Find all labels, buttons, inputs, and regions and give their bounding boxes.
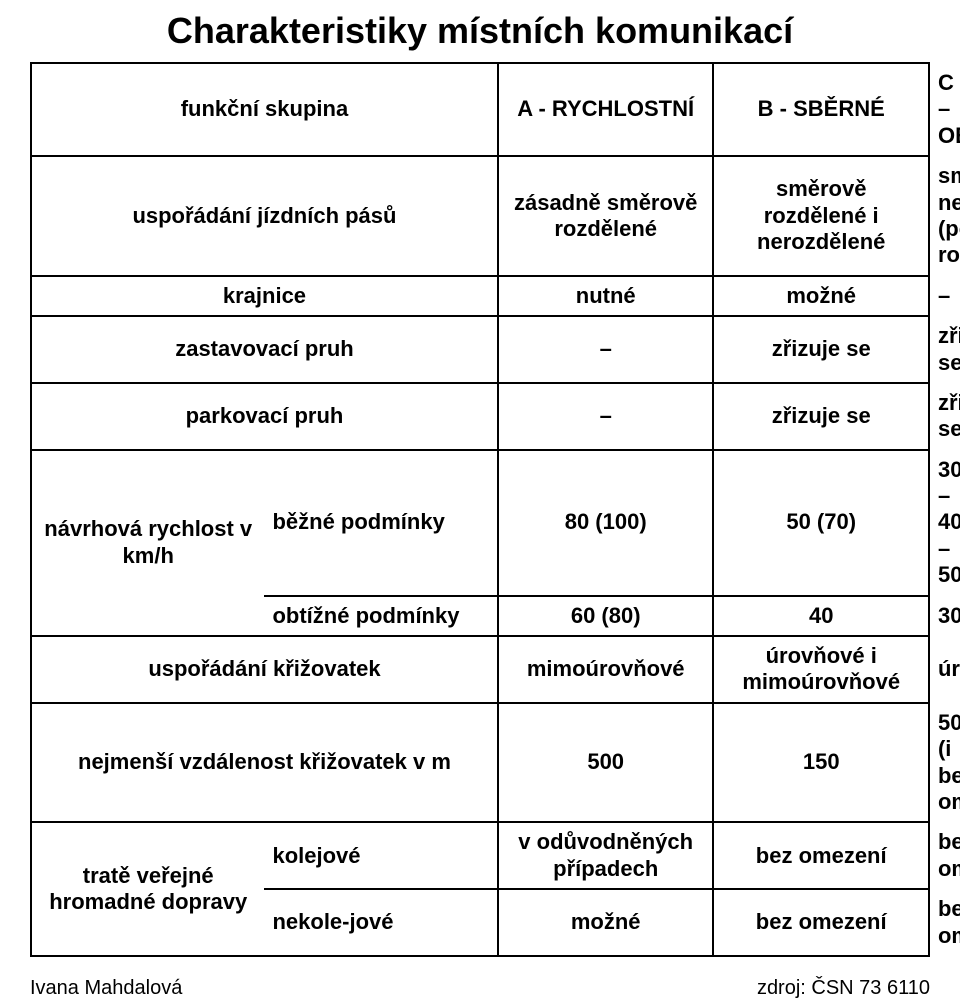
page-title: Charakteristiky místních komunikací [30,10,930,52]
row-stopping-label: zastavovací pruh [31,316,498,383]
row-lanes-a: zásadně směrově rozdělené [498,156,714,276]
row-transit-rail-label: kolejové [264,822,497,889]
row-stopping-b: zřizuje se [713,316,929,383]
row-designspeed-difficult-b: 40 [713,596,929,636]
table-row: krajnice nutné možné – [31,276,929,316]
table-header-row: funkční skupina A - RYCHLOSTNÍ B - SBĚRN… [31,63,929,156]
row-junctions-a: mimoúrovňové [498,636,714,703]
row-designspeed-difficult-a: 60 (80) [498,596,714,636]
row-transit-rail-a: v odůvodněných případech [498,822,714,889]
row-transit-nonrail-label: nekole-jové [264,889,497,956]
row-lanes-b: směrově rozdělené i nerozdělené [713,156,929,276]
row-parking-b: zřizuje se [713,383,929,450]
table-row: zastavovací pruh – zřizuje se zřizuje se [31,316,929,383]
footer-source: zdroj: ČSN 73 6110 [757,977,930,1000]
header-c2: A - RYCHLOSTNÍ [498,63,714,156]
table-row: uspořádání jízdních pásů zásadně směrově… [31,156,929,276]
row-junctions-b: úrovňové i mimoúrovňové [713,636,929,703]
row-transit-rail-b: bez omezení [713,822,929,889]
row-parking-a: – [498,383,714,450]
row-shoulder-a: nutné [498,276,714,316]
row-shoulder-label: krajnice [31,276,498,316]
footer-author: Ivana Mahdalová [30,977,182,1000]
row-designspeed-grouplabel: návrhová rychlost v km/h [31,450,264,636]
row-designspeed-normal-label: běžné podmínky [264,450,497,596]
row-designspeed-difficult-label: obtížné podmínky [264,596,497,636]
row-mindist-a: 500 [498,703,714,823]
row-designspeed-normal-b: 50 (70) [713,450,929,596]
row-mindist-label: nejmenší vzdálenost křižovatek v m [31,703,498,823]
footer: Ivana Mahdalová zdroj: ČSN 73 6110 [30,977,930,1000]
header-c3: B - SBĚRNÉ [713,63,929,156]
row-shoulder-b: možné [713,276,929,316]
table-row: tratě veřejné hromadné dopravy kolejové … [31,822,929,889]
row-stopping-a: – [498,316,714,383]
row-parking-label: parkovací pruh [31,383,498,450]
header-c1: funkční skupina [31,63,498,156]
row-transit-nonrail-a: možné [498,889,714,956]
table-row: parkovací pruh – zřizuje se zřizuje se [31,383,929,450]
table-row: návrhová rychlost v km/h běžné podmínky … [31,450,929,596]
row-designspeed-normal-a: 80 (100) [498,450,714,596]
row-transit-grouplabel: tratě veřejné hromadné dopravy [31,822,264,956]
row-lanes-label: uspořádání jízdních pásů [31,156,498,276]
table-row: uspořádání křižovatek mimoúrovňové úrovň… [31,636,929,703]
row-junctions-label: uspořádání křižovatek [31,636,498,703]
table-row: nejmenší vzdálenost křižovatek v m 500 1… [31,703,929,823]
row-mindist-b: 150 [713,703,929,823]
row-transit-nonrail-b: bez omezení [713,889,929,956]
characteristics-table: funkční skupina A - RYCHLOSTNÍ B - SBĚRN… [30,62,930,957]
